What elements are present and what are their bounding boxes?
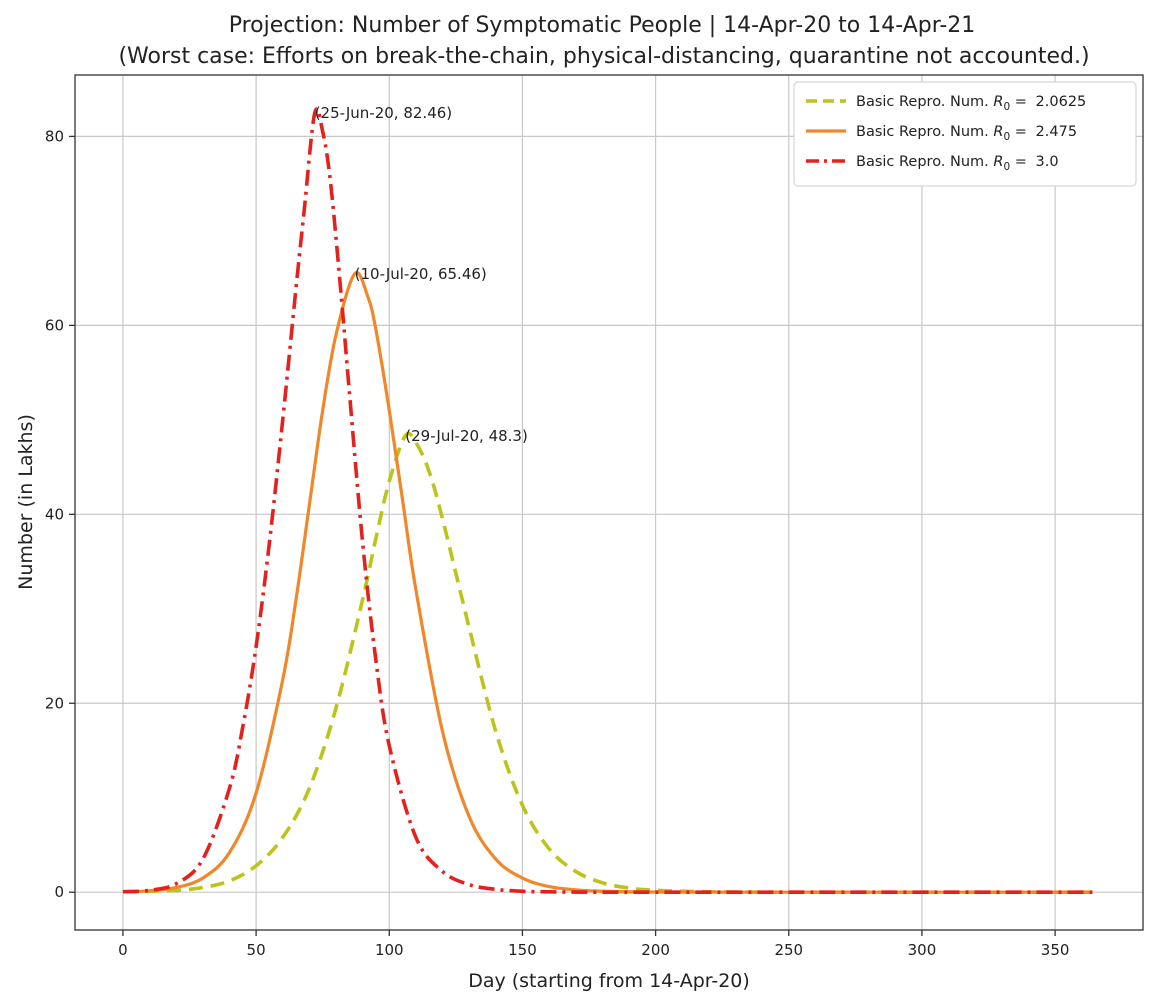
x-tick-label: 300	[908, 941, 937, 959]
x-tick-label: 0	[118, 941, 128, 959]
legend-value: 2.0625	[1036, 94, 1087, 110]
y-tick-label: 0	[54, 883, 64, 901]
x-tick-label: 350	[1041, 941, 1070, 959]
legend-symbol: R	[993, 94, 1003, 110]
grid-layer	[75, 75, 1143, 930]
legend-box	[793, 81, 1137, 187]
legend-subscript: 0	[1003, 131, 1010, 143]
y-tick-label: 40	[45, 505, 64, 523]
series-line-3	[122, 106, 1093, 895]
y-tick-label: 60	[45, 316, 64, 334]
y-tick-label: 80	[45, 127, 64, 145]
legend-value: 3.0	[1036, 154, 1059, 170]
legend-symbol: R	[993, 124, 1003, 140]
legend-equals: =	[1010, 124, 1031, 140]
legend-subscript: 0	[1003, 101, 1010, 113]
legend-prefix: Basic Repro. Num.	[856, 94, 993, 110]
chart-subtitle: (Worst case: Efforts on break-the-chain,…	[118, 44, 1089, 69]
legend-equals: =	[1010, 154, 1031, 170]
series-line-1	[122, 431, 1093, 895]
x-tick-label: 200	[641, 941, 670, 959]
x-axis-label: Day (starting from 14-Apr-20)	[468, 970, 750, 992]
series-line-2	[122, 270, 1093, 894]
annotation-layer: (25-Jun-20, 82.46) (10-Jul-20, 65.46) (29-…	[315, 104, 528, 445]
x-tick-label: 250	[774, 941, 803, 959]
y-axis-label: Number (in Lakhs)	[15, 414, 37, 590]
y-tick-label: 20	[45, 694, 64, 712]
legend-equals: =	[1010, 94, 1031, 110]
legend-label-2: Basic Repro. Num. R0 = 2.475	[856, 124, 1077, 143]
x-tick-label: 100	[375, 941, 404, 959]
series-layer	[122, 106, 1093, 895]
tick-layer: 0 50 100 150 200 250 300 350 0 20 40 60 80	[45, 127, 1070, 959]
legend-subscript: 0	[1003, 161, 1010, 173]
legend-value: 2.475	[1036, 124, 1078, 140]
chart-title: Projection: Number of Symptomatic People…	[229, 13, 976, 38]
x-tick-label: 50	[247, 941, 266, 959]
peak-annotation-1: (25-Jun-20, 82.46)	[315, 104, 452, 122]
plot-frame	[74, 74, 1144, 931]
legend-prefix: Basic Repro. Num.	[856, 124, 993, 140]
legend-symbol: R	[993, 154, 1003, 170]
legend-label-1: Basic Repro. Num. R0 = 2.0625	[856, 94, 1086, 113]
peak-annotation-3: (29-Jul-20, 48.3)	[405, 427, 528, 445]
legend-prefix: Basic Repro. Num.	[856, 154, 993, 170]
legend-label-3: Basic Repro. Num. R0 = 3.0	[856, 154, 1059, 173]
peak-annotation-2: (10-Jul-20, 65.46)	[355, 265, 487, 283]
x-tick-label: 150	[508, 941, 537, 959]
